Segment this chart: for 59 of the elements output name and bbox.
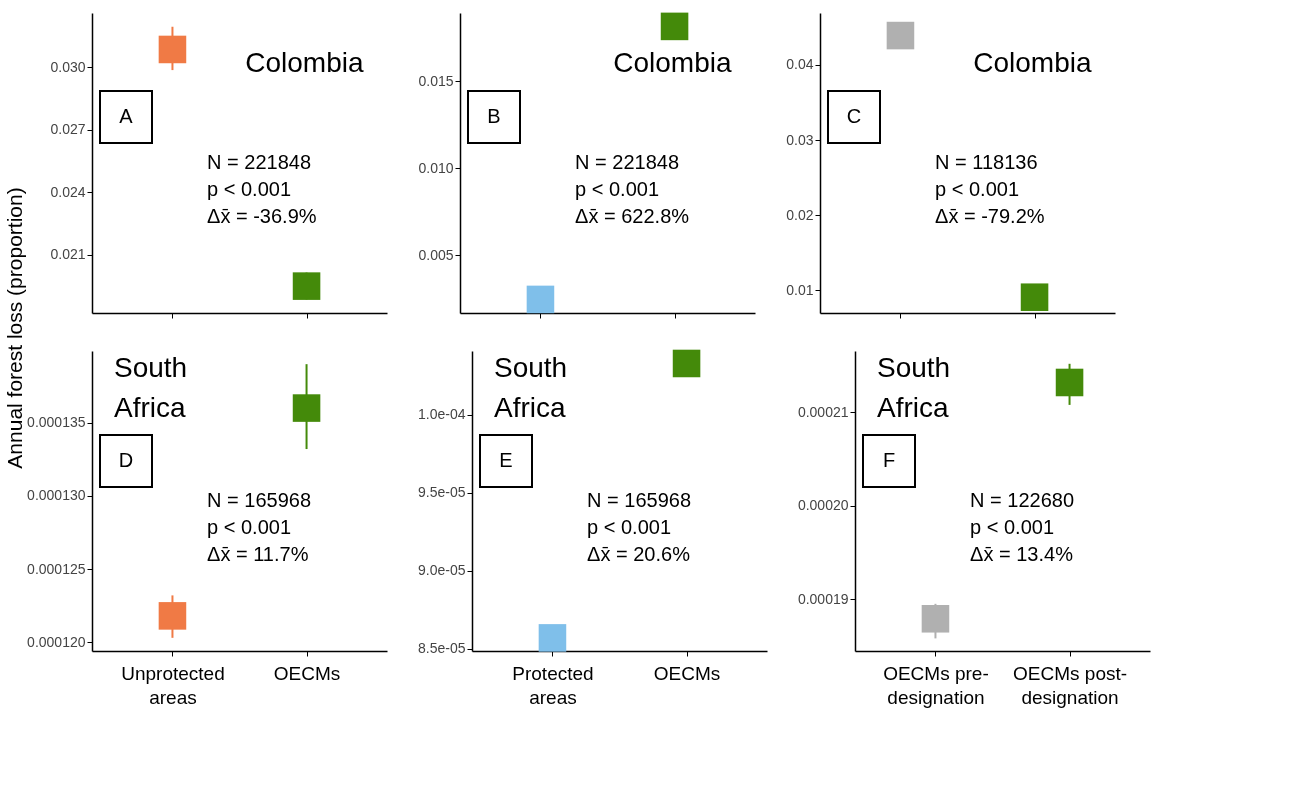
- x-tick-label: OECMs: [653, 662, 721, 684]
- annotation: Δx̄ = 20.6%: [587, 543, 691, 565]
- annotation: N = 221848: [207, 151, 312, 173]
- annotation: South Africa: [494, 352, 568, 423]
- y-tick-label: 0.01: [786, 281, 814, 298]
- y-tick-label: 0.00021: [797, 403, 849, 420]
- y-tick-label: 9.5e-05: [418, 484, 466, 501]
- y-tick-label: 9.0e-05: [418, 562, 466, 579]
- annotation: Δx̄ = 11.7%: [207, 543, 309, 565]
- y-tick-label: 0.024: [50, 183, 86, 200]
- annotation: B: [487, 105, 501, 127]
- annotation: A: [119, 105, 134, 127]
- annotation: Δx̄ = -36.9%: [207, 205, 317, 227]
- annotation: E: [499, 449, 513, 471]
- annotation: N = 122680: [970, 489, 1075, 511]
- annotation: p < 0.001: [587, 516, 672, 538]
- annotation: Colombia: [245, 47, 364, 78]
- y-tick-label: 0.03: [786, 131, 814, 148]
- y-tick-label: 0.010: [418, 159, 454, 176]
- annotation: South Africa: [114, 352, 188, 423]
- y-tick-label: 0.000120: [27, 633, 86, 650]
- x-tick-label: Protected areas: [512, 662, 594, 708]
- y-tick-label: 8.5e-05: [418, 640, 466, 657]
- annotation: p < 0.001: [207, 516, 292, 538]
- annotation: p < 0.001: [575, 178, 660, 200]
- annotation: p < 0.001: [207, 178, 292, 200]
- annotation: N = 221848: [575, 151, 680, 173]
- x-tick-label: OECMs post-designation: [1013, 662, 1128, 708]
- x-tick-label: Unprotected areas: [121, 662, 225, 708]
- y-tick-label: 0.000125: [27, 560, 86, 577]
- y-tick-label: 0.021: [50, 246, 86, 263]
- y-tick-label: 0.02: [786, 206, 814, 223]
- annotation: Δx̄ = 622.8%: [575, 205, 690, 227]
- y-tick-label: 0.00019: [797, 590, 849, 607]
- y-tick-label: 0.027: [50, 121, 86, 138]
- y-tick-label: 0.015: [418, 72, 454, 89]
- y-tick-label: 0.030: [50, 58, 86, 75]
- x-tick-label: OECMs: [273, 662, 341, 684]
- y-tick-label: 0.000130: [27, 487, 86, 504]
- annotation: N = 165968: [207, 489, 312, 511]
- y-axis-title: Annual forest loss (proportion): [3, 187, 26, 469]
- y-tick-label: 0.000135: [27, 414, 86, 431]
- annotation: Colombia: [613, 47, 732, 78]
- annotation: F: [882, 449, 896, 471]
- y-tick-label: 0.005: [418, 246, 454, 263]
- annotation: Δx̄ = -79.2%: [935, 205, 1045, 227]
- annotation: N = 165968: [587, 489, 692, 511]
- annotation: D: [118, 449, 134, 471]
- y-tick-label: 0.04: [786, 56, 814, 73]
- annotation: C: [846, 105, 862, 127]
- annotation: Colombia: [973, 47, 1092, 78]
- x-tick-label: OECMs pre-designation: [883, 662, 989, 708]
- y-tick-label: 0.00020: [797, 497, 849, 514]
- annotation: South Africa: [877, 352, 951, 423]
- y-tick-label: 1.0e-04: [418, 406, 466, 423]
- annotation: p < 0.001: [935, 178, 1020, 200]
- annotation: N = 118136: [935, 151, 1038, 173]
- annotation: Δx̄ = 13.4%: [970, 543, 1074, 565]
- annotation: p < 0.001: [970, 516, 1055, 538]
